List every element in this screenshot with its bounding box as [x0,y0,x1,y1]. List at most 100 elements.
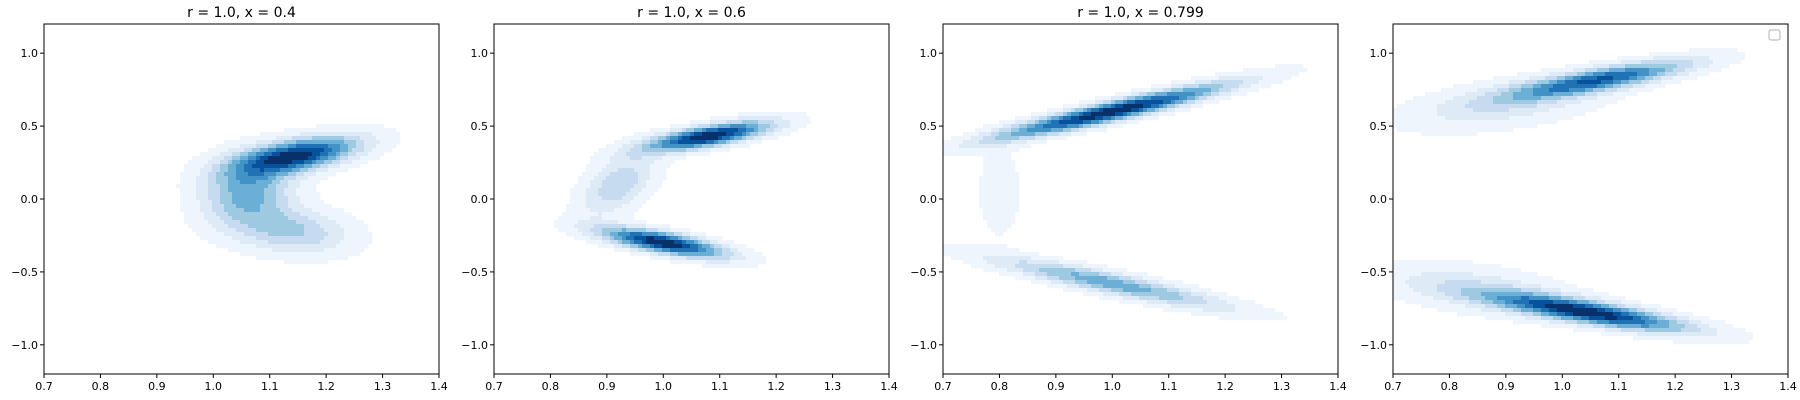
density-cell [268,168,273,173]
density-cell [991,180,996,185]
density-cell [710,120,715,125]
density-cell [686,240,691,245]
density-cell [1227,304,1232,309]
density-cell [1147,304,1152,309]
density-cell [734,256,739,261]
density-cell [618,208,623,213]
density-cell [1545,104,1550,109]
density-cell [368,240,373,245]
density-cell [1223,84,1228,89]
density-cell [1421,260,1426,265]
density-cell [276,144,281,149]
density-cell [1481,80,1486,85]
density-cell [236,156,241,161]
density-cell [1661,76,1666,81]
density-cell [662,172,667,177]
y-tick: 0.5 [21,120,44,133]
density-cell [650,184,655,189]
density-cell [758,120,763,125]
density-cell [280,156,285,161]
density-cell [316,196,321,201]
density-cell [1115,100,1120,105]
density-cell [1043,124,1048,129]
density-cell [1605,80,1610,85]
density-cell [642,228,647,233]
density-cell [292,196,297,201]
density-cell [268,140,273,145]
density-cell [1151,276,1156,281]
density-cell [570,188,575,193]
density-cell [614,176,619,181]
density-cell [1433,116,1438,121]
density-cell [1007,132,1012,137]
density-cell [272,224,277,229]
x-tick: 1.3 [1273,374,1290,393]
density-cell [674,256,679,261]
density-cell [340,168,345,173]
density-cell [1147,292,1152,297]
density-cell [320,256,325,261]
density-cell [1429,124,1434,129]
density-cell [1007,268,1012,273]
density-cell [1393,272,1398,277]
density-cell [260,160,265,165]
density-cell [1139,112,1144,117]
density-cell [762,128,767,133]
density-cell [991,268,996,273]
density-cell [296,176,301,181]
density-cell [1027,256,1032,261]
density-cell [1259,84,1264,89]
density-cell [304,220,309,225]
density-cell [292,232,297,237]
density-cell [192,216,197,221]
density-cell [574,212,579,217]
density-cell [678,228,683,233]
density-cell [626,152,631,157]
density-cell [662,168,667,173]
density-cell [244,236,249,241]
density-cell [260,156,265,161]
density-cell [348,224,353,229]
density-cell [1669,64,1674,69]
density-cell [618,196,623,201]
density-cell [380,140,385,145]
density-cell [312,156,317,161]
density-cell [1621,88,1626,93]
density-cell [730,116,735,121]
density-cell [212,236,217,241]
density-cell [280,248,285,253]
density-cell [1593,84,1598,89]
density-cell [979,184,984,189]
density-cell [336,244,341,249]
density-cell [1465,116,1470,121]
density-cell [1569,84,1574,89]
density-cell [1417,272,1422,277]
density-cell [1199,92,1204,97]
density-cell [674,156,679,161]
density-cell [284,196,289,201]
density-cell [594,220,599,225]
density-cell [272,256,277,261]
density-cell [1075,128,1080,133]
density-cell [626,208,631,213]
density-cell [955,252,960,257]
density-cell [714,244,719,249]
density-cell [1231,80,1236,85]
x-tick-label: 0.7 [35,380,53,393]
density-cell [280,236,285,241]
density-cell [1629,80,1634,85]
density-cell [1737,60,1742,65]
density-cell [630,252,635,257]
x-tick: 1.0 [205,374,222,393]
density-cell [554,224,559,229]
density-cell [300,252,305,257]
density-cell [1271,80,1276,85]
density-cell [260,184,265,189]
density-cell [260,208,265,213]
density-cell [1011,212,1016,217]
density-cell [256,160,261,165]
density-cell [1123,284,1128,289]
density-cell [264,248,269,253]
density-cell [1461,124,1466,129]
density-cell [1059,116,1064,121]
